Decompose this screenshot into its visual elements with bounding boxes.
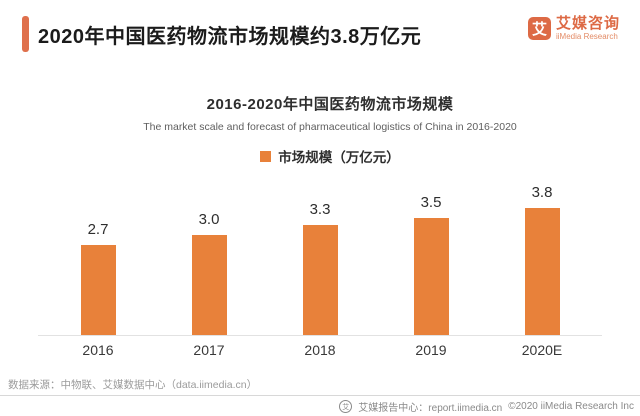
footer-divider	[0, 395, 640, 396]
bar-2019	[413, 218, 449, 335]
iimedia-badge-icon: 艾	[339, 400, 353, 413]
iimedia-logo-icon: 艾	[528, 17, 551, 40]
legend-label: 市场规模（万亿元）	[278, 150, 400, 165]
header-accent-bar	[22, 16, 29, 52]
bar-value-label-2018: 3.3	[309, 201, 331, 218]
report-center-link[interactable]: 艾媒报告中心：report.iimedia.cn	[358, 403, 503, 414]
bar-value-label-2017: 3.0	[198, 211, 220, 228]
iimedia-logo: 艾 艾媒咨询 iiMedia Research	[528, 15, 620, 41]
bar-2018	[302, 225, 338, 335]
logo-name-cn: 艾媒咨询	[556, 15, 621, 32]
bar-2017	[191, 235, 227, 335]
bar-value-label-2016: 2.7	[87, 221, 109, 238]
logo-name-en: iiMedia Research	[556, 32, 618, 41]
data-source: 数据来源：中物联、艾媒数据中心（data.iimedia.cn）	[8, 379, 258, 391]
legend-swatch-icon	[260, 150, 272, 162]
bar-value-label-2019: 3.5	[420, 194, 442, 211]
bar-2016	[80, 245, 116, 335]
x-tick-label-2017: 2017	[193, 342, 225, 358]
x-tick-label-2018: 2018	[304, 342, 336, 358]
x-tick-label-2020E: 2020E	[521, 342, 563, 358]
bar-2020E	[524, 208, 560, 335]
footer-bar: 艾 艾媒报告中心：report.iimedia.cn ©2020 iiMedia…	[339, 399, 634, 414]
logo-text: 艾媒咨询 iiMedia Research	[556, 15, 620, 41]
x-tick-label-2019: 2019	[415, 342, 447, 358]
chart-legend: 市场规模（万亿元）	[20, 146, 640, 166]
page-title: 2020年中国医药物流市场规模约3.8万亿元	[38, 26, 422, 48]
chart-title: 2016-2020年中国医药物流市场规模	[206, 96, 454, 113]
copyright-text: ©2020 iiMedia Research Inc	[508, 401, 634, 412]
x-axis-line	[38, 335, 602, 336]
bar-value-label-2020E: 3.8	[531, 184, 553, 201]
x-tick-label-2016: 2016	[82, 342, 114, 358]
chart-subtitle: The market scale and forecast of pharmac…	[143, 121, 517, 133]
